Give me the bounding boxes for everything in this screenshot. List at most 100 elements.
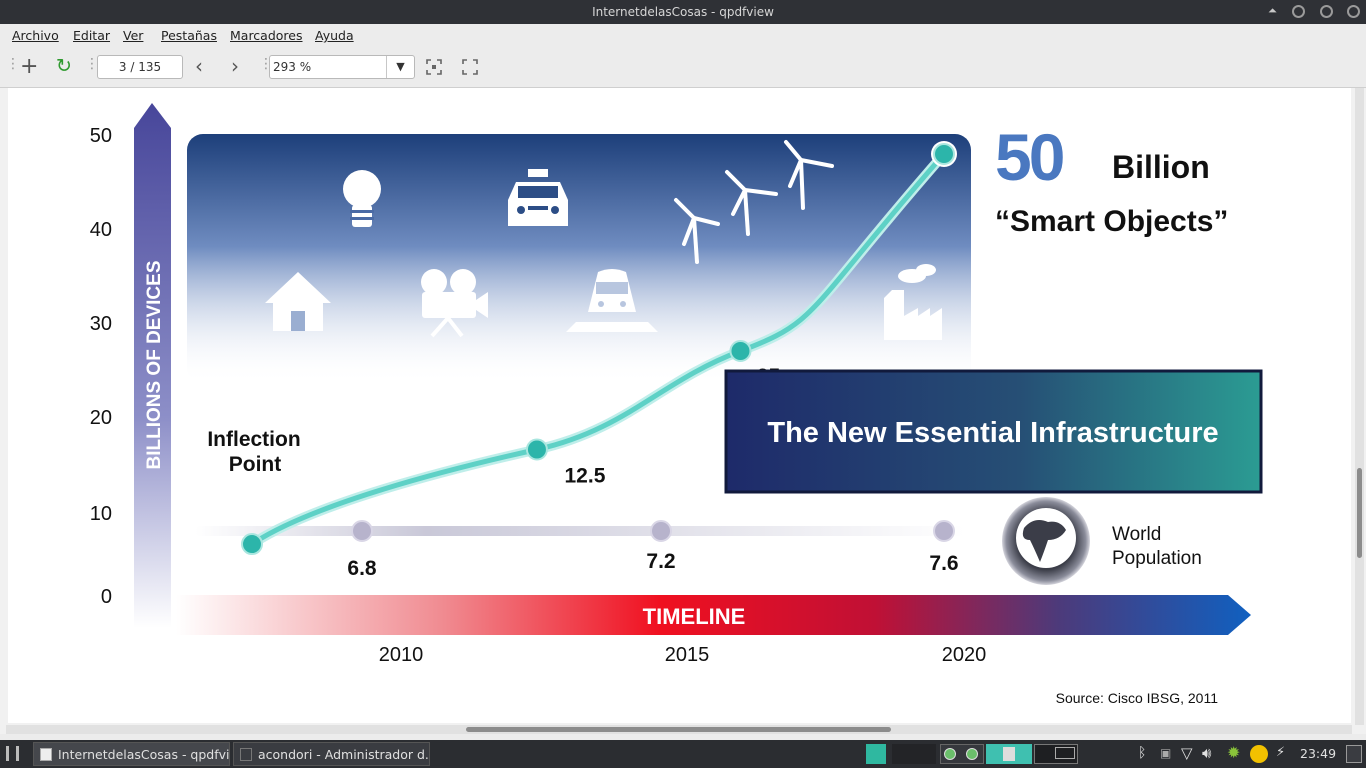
fit-page-icon[interactable] bbox=[426, 59, 442, 75]
zoom-value: 293 % bbox=[273, 60, 312, 74]
notifications-icon[interactable] bbox=[1346, 745, 1362, 763]
devices-point bbox=[241, 533, 263, 556]
menu-ver[interactable]: Ver bbox=[123, 28, 144, 43]
task-file-manager[interactable]: acondori - Administrador d... bbox=[233, 742, 430, 766]
maximize-button[interactable] bbox=[1320, 5, 1333, 18]
taxi-icon bbox=[508, 169, 568, 226]
fullscreen-icon[interactable] bbox=[462, 59, 478, 75]
y-axis-arrow bbox=[134, 103, 171, 628]
x-tick-label: 2020 bbox=[942, 644, 987, 666]
wind-turbines-icon bbox=[674, 140, 834, 264]
timeline-arrow bbox=[176, 595, 1251, 635]
task-file-manager-label: acondori - Administrador d... bbox=[258, 747, 430, 762]
y-tick-label: 30 bbox=[90, 313, 112, 335]
devices-line bbox=[249, 151, 947, 547]
x-tick-label: 2015 bbox=[665, 644, 710, 666]
train-icon bbox=[566, 269, 658, 332]
window-title: InternetdelasCosas - qpdfview bbox=[592, 5, 774, 19]
taskbar: InternetdelasCosas - qpdfvi... acondori … bbox=[0, 740, 1366, 768]
population-bar bbox=[195, 526, 965, 536]
chat-icon[interactable] bbox=[866, 744, 886, 764]
lightbulb-icon bbox=[343, 170, 381, 227]
updates-icon[interactable]: ✹ bbox=[1227, 743, 1241, 762]
timeline-label: TIMELINE bbox=[643, 604, 746, 629]
volume-icon[interactable]: 🔊︎ bbox=[1202, 744, 1212, 762]
shade-icon[interactable]: ⏶ bbox=[1268, 4, 1277, 17]
horizontal-scroll-thumb[interactable] bbox=[466, 727, 891, 732]
y-tick-label: 20 bbox=[90, 407, 112, 429]
toolbar-separator: ⋮ bbox=[85, 56, 99, 72]
headline-unit: Billion bbox=[1112, 149, 1210, 185]
population-point bbox=[650, 520, 672, 542]
task-qpdfview-label: InternetdelasCosas - qpdfvi... bbox=[58, 747, 230, 762]
toolbar-handle-icon: ⋮ bbox=[6, 56, 20, 72]
infrastructure-banner bbox=[724, 369, 1263, 494]
y-tick-label: 50 bbox=[90, 125, 112, 147]
population-data-label: 7.6 bbox=[929, 552, 958, 575]
devices-point bbox=[729, 340, 752, 362]
bluetooth-icon[interactable]: ᛒ bbox=[1138, 745, 1147, 761]
population-series: 6.8 7.2 7.6 bbox=[347, 520, 959, 580]
y-tick-label: 0 bbox=[101, 586, 112, 608]
source-note: Source: Cisco IBSG, 2011 bbox=[1056, 690, 1219, 706]
world-label-1: World bbox=[1112, 524, 1161, 545]
window-titlebar: InternetdelasCosas - qpdfview ⏶ bbox=[0, 0, 1366, 24]
page-number-input[interactable]: 3 / 135 bbox=[97, 55, 183, 79]
refresh-icon[interactable]: ↻ bbox=[56, 55, 72, 77]
workspace-1[interactable] bbox=[892, 744, 936, 764]
vertical-scroll-thumb[interactable] bbox=[1357, 468, 1362, 558]
media-player-icon[interactable] bbox=[1250, 745, 1268, 763]
horizontal-scrollbar[interactable] bbox=[6, 725, 1352, 734]
show-desktop-icon[interactable] bbox=[6, 746, 19, 761]
world-label-2: Population bbox=[1112, 548, 1202, 569]
menu-marcadores[interactable]: Marcadores bbox=[230, 28, 303, 43]
population-point bbox=[351, 520, 373, 542]
headline-number: 50 bbox=[995, 120, 1063, 194]
chevron-down-icon[interactable]: ▼ bbox=[386, 56, 414, 78]
toolbar bbox=[0, 46, 1366, 88]
menu-archivo[interactable]: Archivo bbox=[12, 28, 59, 43]
previous-page-icon[interactable]: ‹ bbox=[195, 54, 203, 78]
zoom-select[interactable]: 293 % ▼ bbox=[269, 55, 415, 79]
workspace-3[interactable] bbox=[986, 744, 1032, 764]
video-camera-icon bbox=[421, 269, 488, 338]
devices-point bbox=[933, 143, 955, 165]
network-icon[interactable]: ▽ bbox=[1181, 744, 1193, 762]
workspace-4[interactable] bbox=[1034, 744, 1078, 764]
population-data-label: 7.2 bbox=[646, 550, 675, 573]
inflection-label-2: Point bbox=[229, 453, 282, 476]
pdf-app-icon bbox=[40, 748, 52, 761]
headline-subtitle: “Smart Objects” bbox=[995, 205, 1228, 238]
task-qpdfview[interactable]: InternetdelasCosas - qpdfvi... bbox=[33, 742, 230, 766]
x-tick-labels: 2010 2015 2020 bbox=[379, 644, 987, 666]
folder-app-icon bbox=[240, 748, 252, 761]
devices-data-label: 12.5 bbox=[565, 465, 606, 488]
add-tab-icon[interactable]: + bbox=[20, 54, 39, 79]
y-tick-label: 40 bbox=[90, 219, 112, 241]
menu-bar: Archivo Editar Ver Pestañas Marcadores A… bbox=[0, 24, 1366, 46]
globe-icon bbox=[1002, 497, 1090, 585]
menu-ayuda[interactable]: Ayuda bbox=[315, 28, 354, 43]
power-icon[interactable]: ⚡︎ bbox=[1276, 745, 1286, 760]
clipboard-icon[interactable]: ▣ bbox=[1160, 746, 1172, 760]
vertical-scrollbar[interactable] bbox=[1355, 88, 1364, 725]
population-data-label: 6.8 bbox=[347, 557, 377, 580]
y-tick-label: 10 bbox=[90, 503, 112, 525]
close-button[interactable] bbox=[1347, 5, 1360, 18]
population-point bbox=[933, 520, 955, 542]
x-tick-label: 2010 bbox=[379, 644, 424, 666]
factory-icon bbox=[884, 264, 942, 340]
house-icon bbox=[265, 272, 331, 331]
icon-panel bbox=[187, 134, 971, 384]
menu-pestanas[interactable]: Pestañas bbox=[161, 28, 217, 43]
minimize-button[interactable] bbox=[1292, 5, 1305, 18]
next-page-icon[interactable]: › bbox=[231, 54, 239, 78]
clock[interactable]: 23:49 bbox=[1300, 746, 1337, 761]
devices-point bbox=[525, 438, 548, 461]
y-axis-title: BILLIONS OF DEVICES bbox=[144, 260, 165, 469]
y-tick-labels: 50 40 30 20 10 0 bbox=[90, 125, 112, 608]
menu-editar[interactable]: Editar bbox=[73, 28, 111, 43]
inflection-label-1: Inflection bbox=[207, 428, 300, 451]
workspace-2[interactable] bbox=[940, 744, 984, 764]
